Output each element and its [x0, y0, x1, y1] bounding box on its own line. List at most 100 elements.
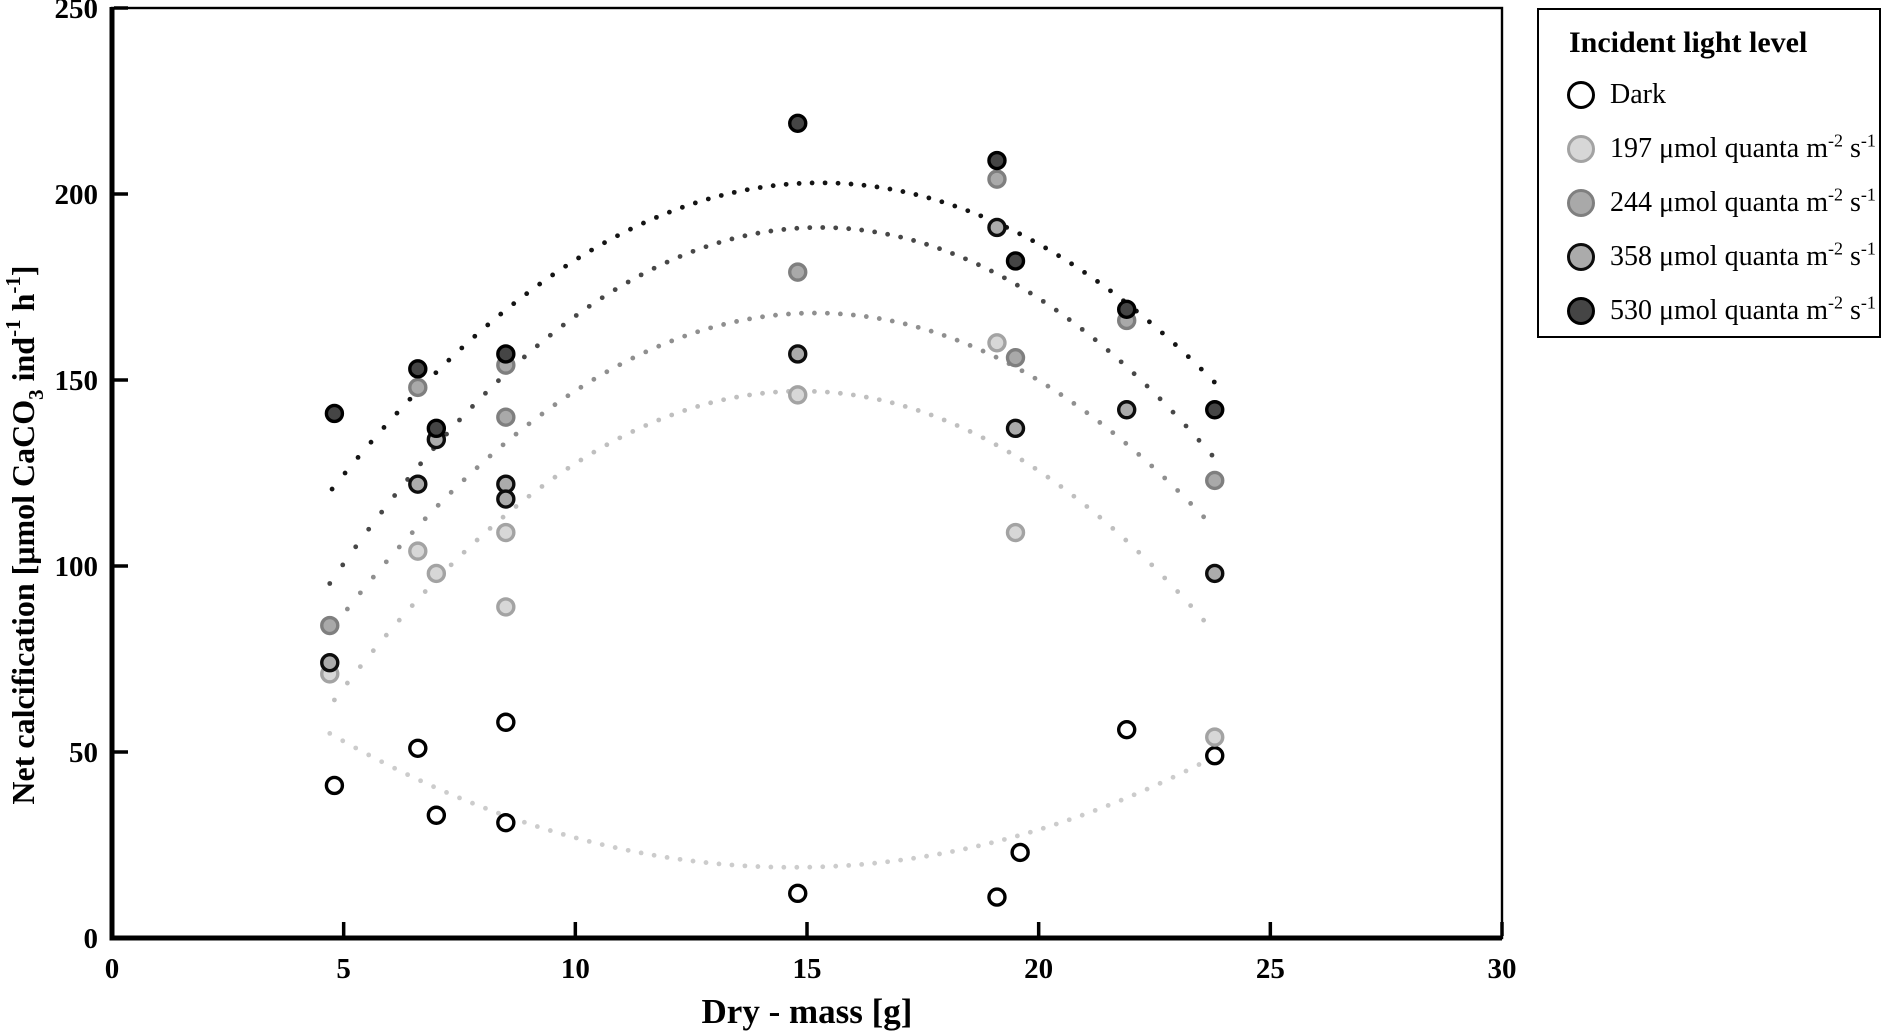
- trend-dot: [980, 435, 986, 441]
- trend-dot: [521, 354, 527, 360]
- trend-dot: [954, 337, 960, 343]
- trend-dot: [915, 408, 921, 413]
- trend-dot: [677, 856, 683, 862]
- trend-dot: [993, 354, 999, 360]
- legend-marker-icon: [1567, 135, 1595, 163]
- trend-dot: [915, 324, 921, 330]
- trend-dot: [1108, 288, 1113, 294]
- trend-dot: [576, 255, 581, 261]
- trend-dot: [941, 333, 947, 338]
- trend-dot: [859, 861, 865, 867]
- trend-dot: [1136, 452, 1142, 457]
- trend-dot: [599, 842, 605, 847]
- trend-dot: [690, 248, 696, 254]
- trend-dot: [1066, 817, 1072, 823]
- trend-dot: [721, 397, 726, 403]
- trend-dot: [937, 851, 942, 857]
- trend-dot: [755, 864, 761, 869]
- data-point: [496, 712, 516, 732]
- trend-dot: [939, 199, 945, 205]
- trend-dot: [863, 394, 869, 400]
- trend-dot: [327, 731, 333, 736]
- trend-dot: [547, 828, 553, 833]
- trend-dot: [677, 254, 683, 259]
- data-point: [788, 883, 808, 904]
- trend-dot: [902, 321, 908, 327]
- trend-dot: [496, 810, 501, 816]
- trend-dot: [586, 303, 592, 309]
- data-point: [788, 344, 808, 364]
- trend-dot: [448, 489, 454, 495]
- data-point: [426, 418, 447, 439]
- trend-dot: [1185, 354, 1191, 360]
- trend-dot: [976, 843, 981, 849]
- trend-dot: [1079, 812, 1085, 818]
- trend-dot: [716, 240, 722, 245]
- trend-dot: [1053, 307, 1059, 313]
- y-tick-label-0: 0: [84, 923, 99, 955]
- trend-dot: [876, 316, 882, 321]
- trend-dot: [578, 384, 584, 390]
- series-244: [320, 169, 1225, 636]
- trend-dot: [993, 442, 999, 448]
- trend-dot: [980, 348, 986, 354]
- y-tick-label-200: 200: [55, 179, 99, 211]
- trend-dot: [885, 859, 891, 865]
- data-point: [1005, 251, 1026, 271]
- trend-dot: [431, 784, 436, 790]
- trend-dot: [1097, 514, 1103, 520]
- trend-dot: [989, 268, 994, 274]
- trend-dot: [643, 423, 649, 428]
- y-tick-label-150: 150: [55, 365, 99, 397]
- trend-dot: [760, 314, 765, 320]
- x-tick-label-15: 15: [793, 953, 822, 985]
- trendline-dark: [327, 731, 1202, 870]
- trend-dot: [1014, 282, 1020, 288]
- trend-dot: [963, 846, 968, 852]
- trend-dot: [755, 230, 761, 236]
- trend-dot: [394, 410, 400, 416]
- trend-dot: [534, 824, 540, 829]
- trend-dot: [1144, 786, 1150, 792]
- trend-dot: [1183, 423, 1189, 429]
- data-point: [496, 812, 516, 833]
- trend-dot: [1027, 290, 1033, 296]
- trend-dot: [332, 697, 337, 703]
- data-point: [987, 887, 1007, 907]
- trend-dot: [1123, 537, 1129, 543]
- trend-dot: [483, 390, 488, 396]
- trend-dot: [911, 855, 916, 861]
- trend-dot: [716, 861, 722, 867]
- data-point: [987, 217, 1007, 238]
- trend-dot: [1040, 298, 1046, 304]
- trend-dot: [474, 537, 480, 543]
- trend-dot: [342, 470, 348, 476]
- trend-dot: [770, 183, 776, 189]
- data-point: [496, 489, 516, 509]
- trend-dot: [822, 180, 828, 186]
- trendline-358: [327, 225, 1215, 586]
- trend-dot: [511, 301, 517, 307]
- trend-dot: [872, 860, 878, 866]
- trend-dot: [837, 311, 843, 317]
- trend-dot: [625, 847, 631, 853]
- trend-dot: [729, 236, 735, 242]
- trend-dot: [812, 388, 817, 394]
- trend-dot: [563, 263, 569, 269]
- trend-dot: [513, 431, 519, 437]
- trend-dot: [1032, 465, 1038, 471]
- data-point: [1116, 719, 1137, 740]
- trend-dot: [1188, 501, 1194, 506]
- trendline-197: [332, 388, 1207, 703]
- data-points-layer: [320, 113, 1225, 907]
- trend-dot: [487, 526, 493, 531]
- data-point: [1005, 522, 1026, 543]
- trend-dot: [472, 333, 478, 339]
- trend-dot: [692, 200, 698, 206]
- legend-rows: Dark 197 μmol quanta m-2 s-1 244 μmol quan…: [1567, 68, 1876, 338]
- trend-dot: [1123, 440, 1129, 446]
- x-tick-label-20: 20: [1024, 953, 1053, 985]
- trend-dot: [898, 857, 903, 863]
- trend-dot: [1157, 780, 1163, 786]
- trend-dot: [651, 265, 657, 271]
